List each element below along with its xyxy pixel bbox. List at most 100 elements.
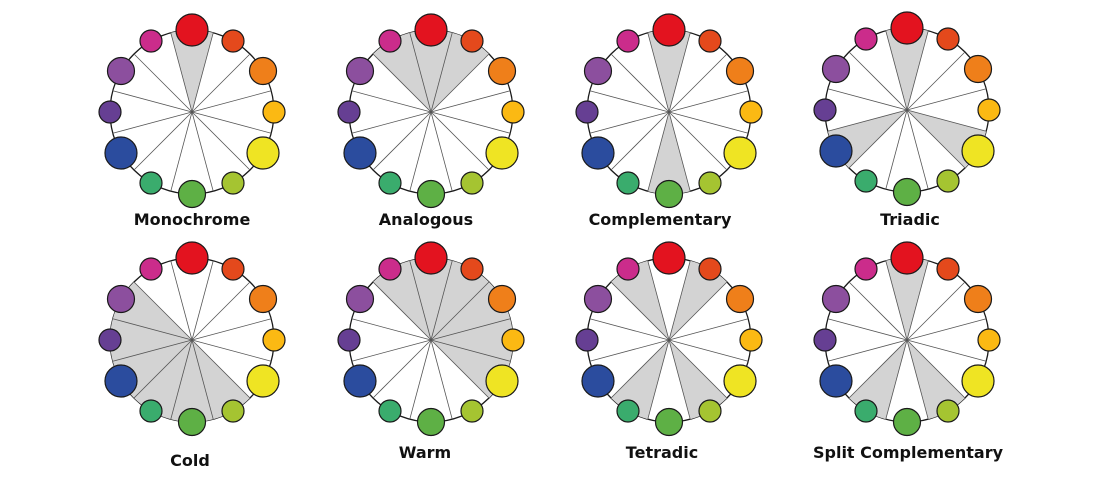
wheel-spoke (191, 260, 214, 341)
shaded-wedge-red-violet (373, 32, 431, 112)
shaded-wedge-red (647, 30, 691, 113)
shaded-wedge-red-violet (611, 260, 669, 340)
swatch-yellow (485, 136, 519, 170)
swatch-violet (345, 284, 375, 314)
swatch-red-orange (221, 29, 245, 53)
shaded-wedge-blue-green (611, 340, 669, 420)
swatch-blue (581, 136, 615, 170)
wheel-spoke (827, 318, 908, 341)
swatch-green (892, 407, 922, 437)
wheel-spoke (827, 339, 908, 362)
swatch-yellow-orange (977, 98, 1001, 122)
shaded-wedge-red (170, 30, 214, 113)
wheel-spoke (351, 90, 432, 113)
analogous-caption: Analogous (378, 210, 474, 229)
analogous-wheel (321, 10, 541, 220)
tetradic-wheel-svg (575, 241, 763, 437)
wheel-spoke (133, 281, 193, 341)
wheel-spoke (848, 339, 908, 399)
swatch-orange (248, 284, 278, 314)
wheel-spoke (906, 339, 929, 420)
swatch-yellow-green (698, 171, 722, 195)
shaded-wedge-red-orange (431, 260, 489, 340)
swatch-yellow (723, 136, 757, 170)
swatch-yellow (246, 136, 280, 170)
swatch-yellow (961, 134, 995, 168)
shaded-wedge-green (170, 340, 214, 422)
swatch-blue-violet (98, 100, 122, 124)
wheel-spoke (133, 111, 193, 171)
wheel-spoke (170, 32, 193, 113)
wheel-spoke (906, 51, 966, 111)
wheel-spoke (409, 111, 432, 192)
split-complementary-caption: Split Complementary (812, 443, 1004, 462)
swatch-yellow-green (698, 399, 722, 423)
wheel-spoke (906, 339, 966, 399)
wheel-spoke (885, 339, 908, 420)
wheel-spoke (409, 260, 432, 341)
wheel-spoke (372, 53, 432, 113)
swatch-blue-green (139, 171, 163, 195)
swatch-blue-green (854, 399, 878, 423)
swatch-blue (343, 136, 377, 170)
wheel-spoke (191, 339, 214, 420)
swatch-blue-green (378, 399, 402, 423)
wheel-spoke (409, 339, 432, 420)
swatch-red-orange (698, 29, 722, 53)
wheel-spoke (589, 318, 670, 341)
swatch-green (654, 179, 684, 209)
wheel-spoke (409, 32, 432, 113)
wheel-spoke (112, 90, 193, 113)
swatch-blue (104, 136, 138, 170)
monochrome-wheel-svg (98, 13, 286, 209)
swatch-yellow-orange (739, 100, 763, 124)
swatch-red-violet (378, 29, 402, 53)
swatch-orange (487, 284, 517, 314)
swatch-blue-violet (575, 328, 599, 352)
swatch-blue-green (139, 399, 163, 423)
wheel-spoke (191, 339, 272, 362)
swatch-green (177, 407, 207, 437)
swatch-red-violet (854, 257, 878, 281)
wheel-spoke (430, 339, 453, 420)
swatch-red-orange (936, 27, 960, 51)
cold-wheel-svg (98, 241, 286, 437)
swatch-red-orange (460, 29, 484, 53)
swatch-violet (106, 56, 136, 86)
swatch-yellow (246, 364, 280, 398)
wheel-spoke (906, 318, 987, 341)
swatch-blue-green (616, 171, 640, 195)
wheel-spoke (906, 109, 987, 132)
warm-caption: Warm (398, 443, 452, 462)
swatch-red (652, 241, 686, 275)
swatch-red-orange (221, 257, 245, 281)
wheel-spoke (589, 111, 670, 134)
warm-wheel-svg (337, 241, 525, 437)
wheel-spoke (191, 32, 214, 113)
swatch-blue-violet (98, 328, 122, 352)
swatch-yellow-orange (262, 100, 286, 124)
swatch-red (175, 13, 209, 47)
wheel-spoke (191, 281, 251, 341)
swatch-yellow (723, 364, 757, 398)
swatch-blue-violet (813, 328, 837, 352)
swatch-red (175, 241, 209, 275)
swatch-green (892, 177, 922, 207)
shaded-wedge-red-orange (431, 32, 489, 112)
swatch-red-violet (139, 257, 163, 281)
swatch-red-violet (139, 29, 163, 53)
swatch-green (416, 179, 446, 209)
warm-wheel (321, 238, 541, 448)
shaded-wedge-yellow-green (192, 340, 250, 420)
wheel-spoke (827, 88, 908, 111)
wheel-spoke (430, 281, 490, 341)
shaded-wedge-blue-green (134, 340, 192, 420)
split-complementary-wheel-svg (813, 241, 1001, 437)
swatch-violet (821, 54, 851, 84)
swatch-orange (725, 284, 755, 314)
wheel-spoke (430, 339, 511, 362)
wheel-spoke (351, 318, 432, 341)
wheel-spoke (430, 339, 490, 399)
wheel-spoke (668, 90, 749, 113)
wheel-spoke (610, 339, 670, 399)
